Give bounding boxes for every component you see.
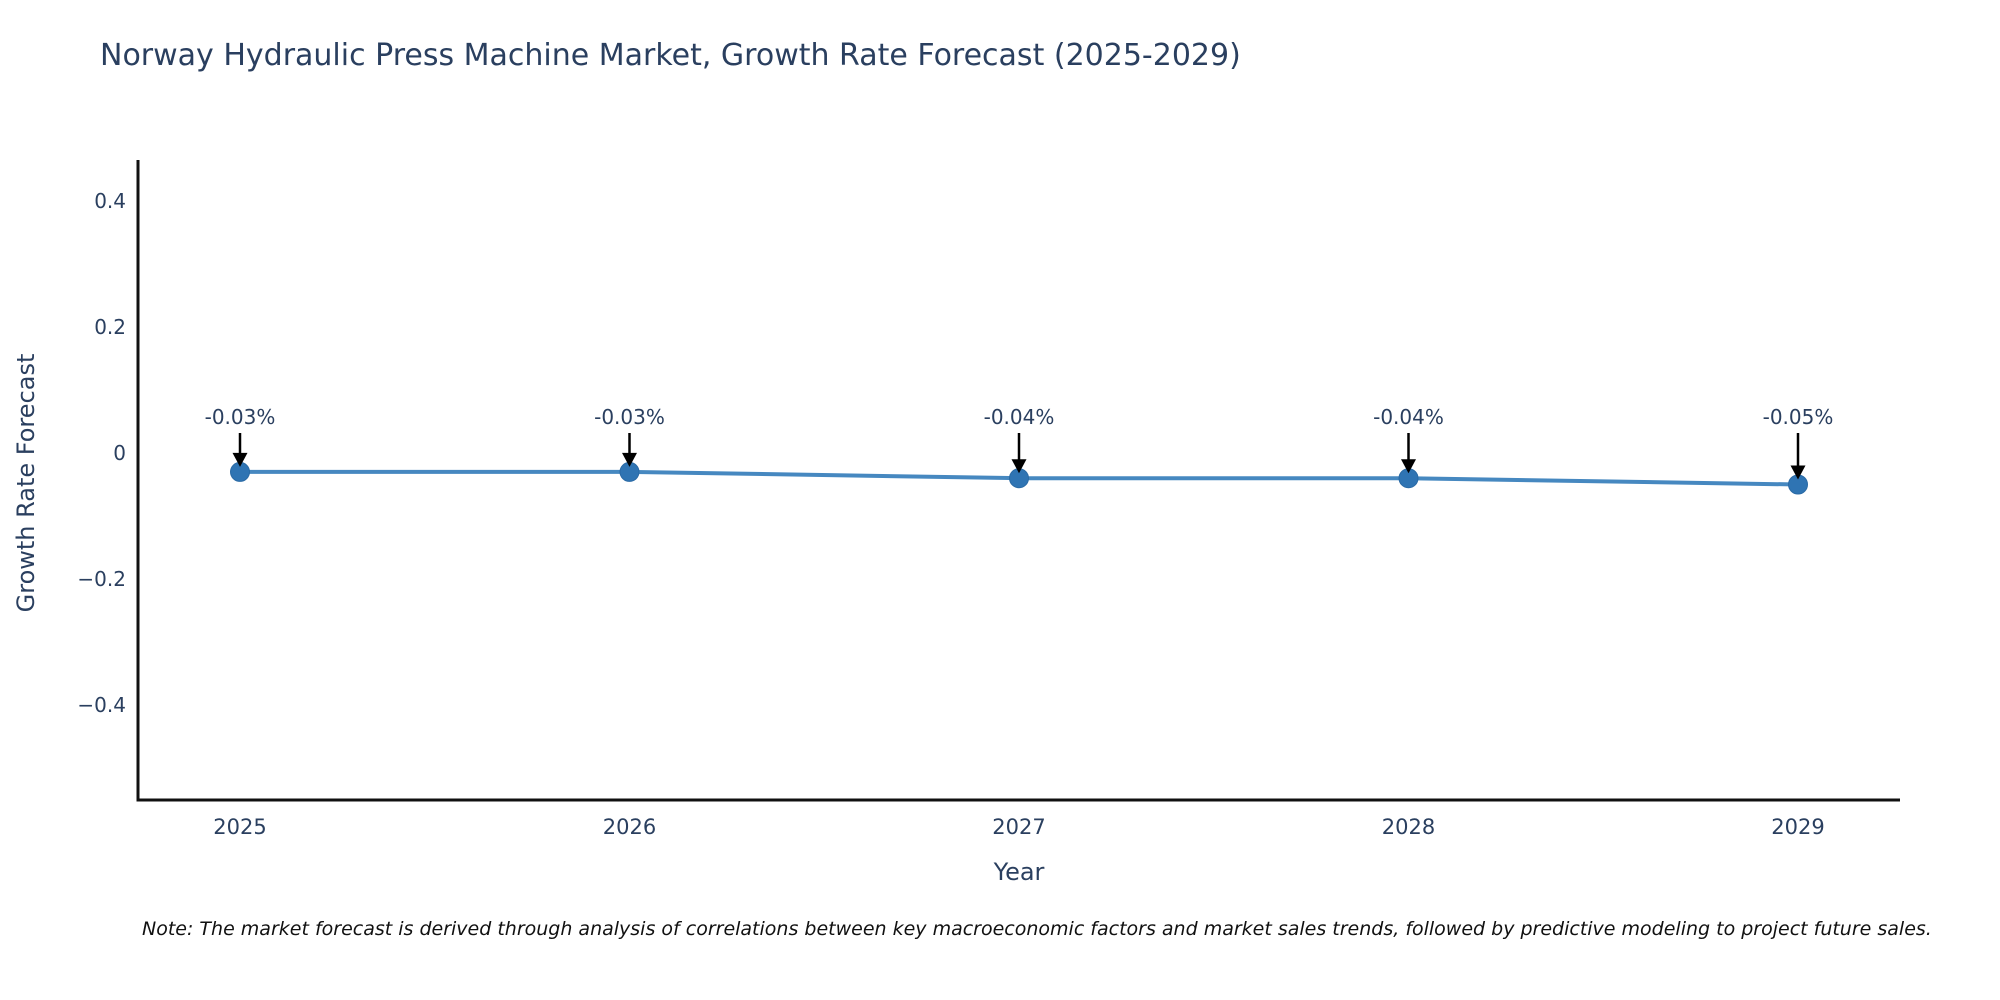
annotation-label: -0.05% [1763, 405, 1834, 429]
annotation-arrow-head [622, 452, 637, 467]
y-tick-label: −0.4 [77, 693, 126, 717]
annotation-label: -0.03% [594, 405, 665, 429]
annotation-arrow-head [1790, 465, 1806, 480]
annotation-label: -0.04% [1373, 405, 1444, 429]
footnote: Note: The market forecast is derived thr… [142, 918, 1932, 940]
x-tick-label: 2028 [1382, 815, 1435, 839]
annotation-arrow-head [232, 452, 248, 467]
x-tick-label: 2029 [1771, 815, 1824, 839]
annotation-label: -0.03% [205, 405, 276, 429]
x-tick-label: 2027 [992, 815, 1045, 839]
y-tick-label: 0.4 [94, 189, 126, 213]
annotation-arrow-head [1011, 459, 1027, 474]
x-axis-label: Year [993, 858, 1045, 886]
x-tick-label: 2025 [213, 815, 266, 839]
y-tick-label: 0.2 [94, 315, 126, 339]
y-tick-label: 0 [113, 441, 126, 465]
annotation-arrow-head [1401, 459, 1416, 474]
y-axis-label: Growth Rate Forecast [12, 353, 40, 613]
x-tick-label: 2026 [603, 815, 656, 839]
annotation-label: -0.04% [984, 405, 1055, 429]
y-tick-label: −0.2 [77, 567, 126, 591]
chart-title: Norway Hydraulic Press Machine Market, G… [100, 38, 1241, 73]
